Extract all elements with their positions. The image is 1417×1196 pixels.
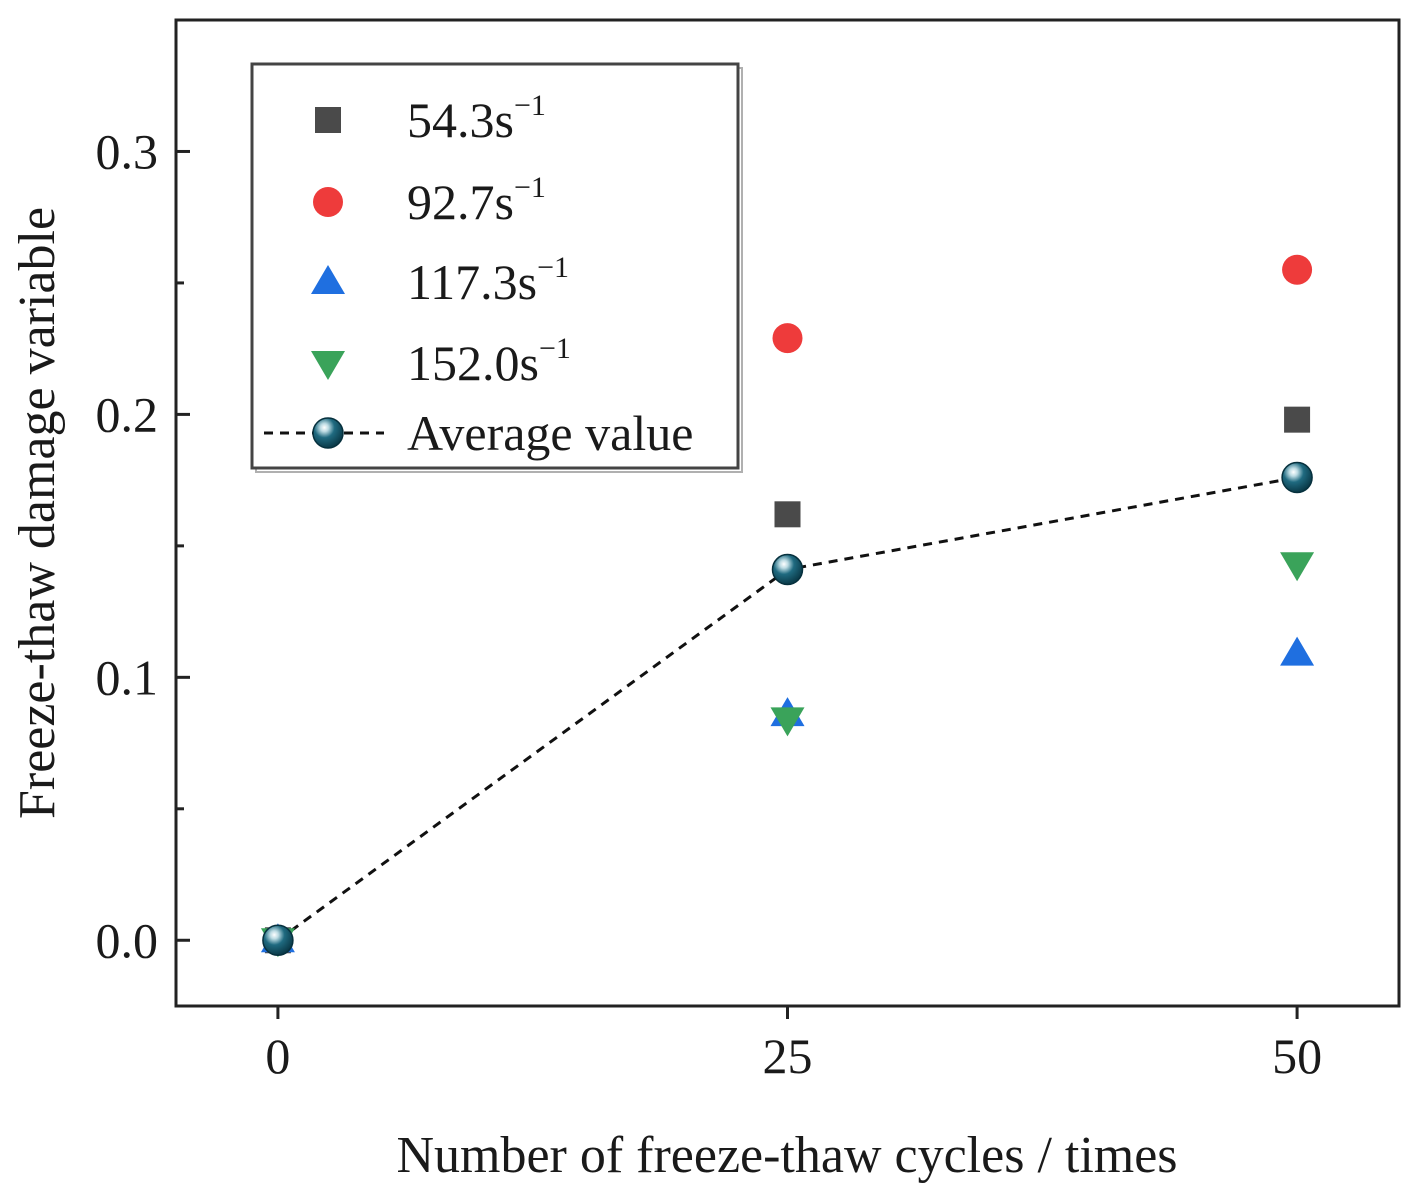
data-markers [260,254,1315,958]
legend-marker [313,187,343,217]
point-average-value [262,924,294,957]
point-117-3s [1280,636,1315,666]
point-54-3s [1284,406,1311,433]
legend-marker [311,265,345,294]
y-axis: 0.0 0.1 0.2 0.3 [96,123,190,968]
point-average-value [771,553,804,586]
legend-marker [311,351,345,380]
x-axis: 0 25 50 [265,1006,1322,1084]
point-152-0s [770,707,805,737]
x-axis-title: Number of freeze-thaw cycles / times [396,1127,1177,1184]
legend-marker [312,417,344,449]
point-average-value [1281,461,1313,494]
legend-marker [315,107,341,133]
y-tick-label: 0.1 [96,649,159,705]
legend-item: Average value [264,405,693,461]
x-tick-label: 25 [763,1028,813,1084]
legend-label: Average value [407,405,693,461]
point-92-7s [1282,254,1313,285]
point-152-0s [1280,552,1315,582]
point-92-7s [772,323,803,354]
x-tick-label: 50 [1272,1028,1322,1084]
y-tick-label: 0.2 [96,386,159,442]
y-axis-title: Freeze-thaw damage variable [9,207,66,819]
y-tick-label: 0.0 [96,912,159,968]
point-54-3s [774,501,801,528]
y-tick-label: 0.3 [96,123,159,179]
x-tick-label: 0 [265,1028,290,1084]
